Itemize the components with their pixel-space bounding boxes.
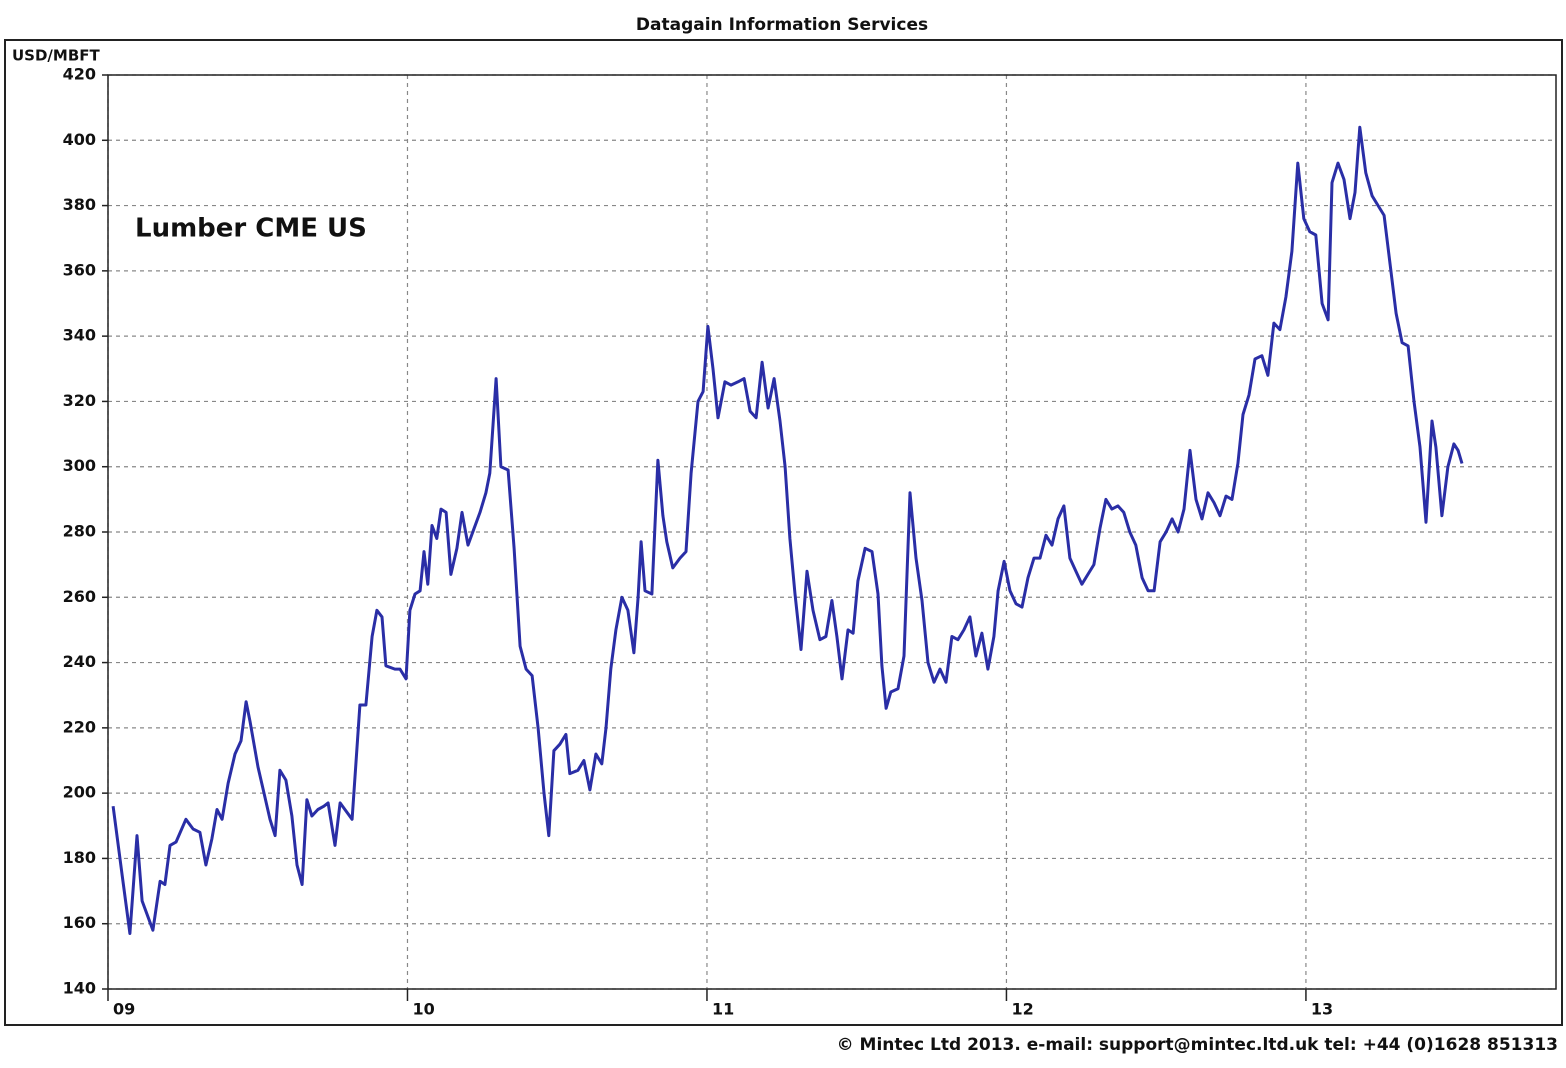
- y-tick-label: 200: [63, 783, 96, 802]
- y-tick-label: 380: [63, 195, 96, 214]
- footer: © Mintec Ltd 2013. e-mail: support@minte…: [837, 1035, 1558, 1055]
- y-tick-label: 240: [63, 652, 96, 671]
- data-line: [111, 125, 1464, 935]
- y-tick-label: 420: [63, 65, 96, 84]
- y-tick-label: 320: [63, 391, 96, 410]
- x-tick-label: 12: [1011, 1000, 1033, 1019]
- x-tick-label: 09: [113, 1000, 135, 1019]
- y-tick-label: 400: [63, 130, 96, 149]
- y-tick-label: 180: [63, 848, 96, 867]
- x-tick-label: 10: [412, 1000, 434, 1019]
- y-tick-label: 340: [63, 326, 96, 345]
- y-tick-label: 140: [63, 979, 96, 998]
- y-tick-label: 360: [63, 260, 96, 279]
- y-axis-label: USD/MBFT: [12, 47, 101, 65]
- x-tick-label: 11: [712, 1000, 734, 1019]
- y-tick-label: 300: [63, 456, 96, 475]
- plot-frame: [107, 74, 1557, 990]
- y-tick-label: 280: [63, 522, 96, 541]
- y-tick-label: 160: [63, 913, 96, 932]
- x-tick-label: 13: [1311, 1000, 1333, 1019]
- y-tick-label: 260: [63, 587, 96, 606]
- chart-title: Datagain Information Services: [636, 15, 928, 35]
- y-tick-label: 220: [63, 717, 96, 736]
- series-annotation: Lumber CME US: [135, 214, 367, 244]
- chart-frame: [4, 39, 1563, 1026]
